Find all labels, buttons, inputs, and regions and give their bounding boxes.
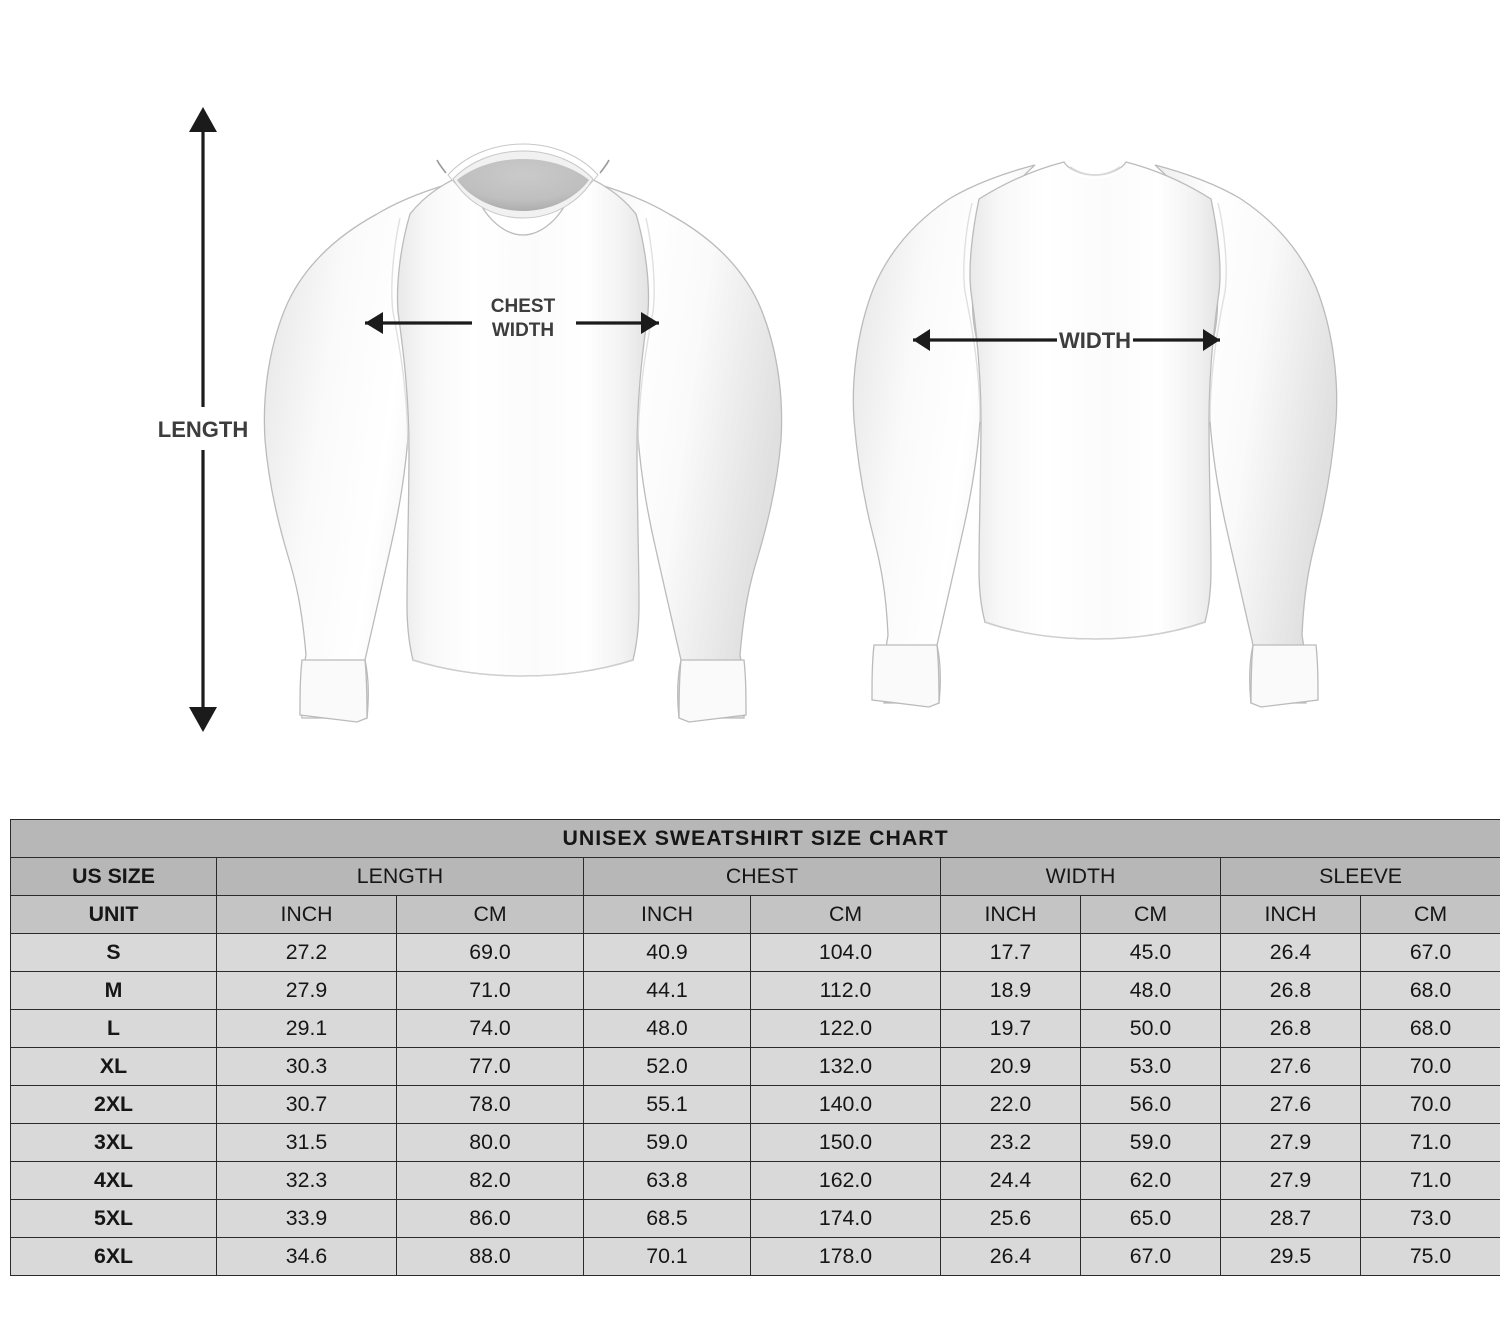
svg-text:CHEST: CHEST bbox=[491, 296, 556, 317]
svg-text:LENGTH: LENGTH bbox=[158, 417, 248, 442]
svg-text:WIDTH: WIDTH bbox=[492, 320, 554, 341]
svg-text:WIDTH: WIDTH bbox=[1059, 328, 1131, 353]
